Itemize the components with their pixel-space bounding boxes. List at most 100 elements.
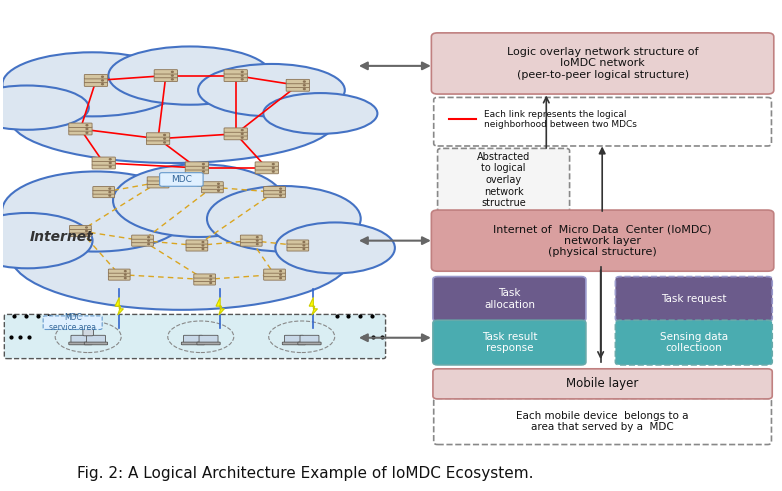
FancyBboxPatch shape xyxy=(185,162,209,166)
Circle shape xyxy=(272,167,274,168)
Text: MDC: MDC xyxy=(171,175,192,184)
Circle shape xyxy=(210,279,211,280)
Circle shape xyxy=(303,85,305,86)
FancyBboxPatch shape xyxy=(70,232,91,237)
FancyBboxPatch shape xyxy=(282,342,306,345)
Circle shape xyxy=(303,242,305,243)
Circle shape xyxy=(202,242,204,243)
Circle shape xyxy=(163,135,166,136)
Ellipse shape xyxy=(10,201,352,310)
Circle shape xyxy=(163,178,165,179)
FancyBboxPatch shape xyxy=(224,77,247,82)
FancyBboxPatch shape xyxy=(84,75,108,79)
FancyBboxPatch shape xyxy=(93,187,115,191)
FancyBboxPatch shape xyxy=(186,244,208,247)
Text: Fig. 2: A Logical Architecture Example of IoMDC Ecosystem.: Fig. 2: A Logical Architecture Example o… xyxy=(77,466,534,481)
Circle shape xyxy=(202,248,204,249)
Circle shape xyxy=(272,171,274,172)
Ellipse shape xyxy=(198,64,345,116)
Circle shape xyxy=(202,245,204,246)
Circle shape xyxy=(280,195,282,196)
FancyBboxPatch shape xyxy=(186,240,208,244)
Circle shape xyxy=(217,183,219,184)
FancyBboxPatch shape xyxy=(433,276,586,321)
Ellipse shape xyxy=(113,164,284,237)
Circle shape xyxy=(163,142,166,143)
Circle shape xyxy=(256,240,258,241)
FancyBboxPatch shape xyxy=(224,70,247,74)
FancyBboxPatch shape xyxy=(84,82,108,86)
FancyBboxPatch shape xyxy=(71,335,90,343)
FancyBboxPatch shape xyxy=(286,83,310,87)
Text: Each mobile device  belongs to a
area that served by a  MDC: Each mobile device belongs to a area tha… xyxy=(516,410,689,432)
FancyBboxPatch shape xyxy=(240,242,262,246)
FancyBboxPatch shape xyxy=(69,123,92,128)
FancyBboxPatch shape xyxy=(432,33,773,94)
FancyBboxPatch shape xyxy=(224,128,247,132)
FancyBboxPatch shape xyxy=(93,190,115,194)
FancyBboxPatch shape xyxy=(300,335,319,343)
FancyBboxPatch shape xyxy=(70,225,91,229)
FancyBboxPatch shape xyxy=(287,247,309,251)
Circle shape xyxy=(242,133,243,135)
FancyBboxPatch shape xyxy=(69,342,92,345)
Circle shape xyxy=(171,79,174,80)
FancyBboxPatch shape xyxy=(255,162,278,166)
FancyBboxPatch shape xyxy=(154,74,178,78)
Circle shape xyxy=(303,248,305,249)
FancyBboxPatch shape xyxy=(84,342,108,345)
Circle shape xyxy=(86,125,88,126)
FancyBboxPatch shape xyxy=(186,247,208,251)
Circle shape xyxy=(109,195,110,196)
Circle shape xyxy=(102,76,103,77)
Circle shape xyxy=(280,188,282,189)
FancyBboxPatch shape xyxy=(434,97,772,146)
FancyBboxPatch shape xyxy=(264,190,285,194)
Circle shape xyxy=(217,187,219,188)
Ellipse shape xyxy=(0,85,89,130)
FancyBboxPatch shape xyxy=(109,273,130,277)
FancyBboxPatch shape xyxy=(131,235,153,239)
FancyBboxPatch shape xyxy=(298,342,321,345)
Circle shape xyxy=(242,137,243,138)
Circle shape xyxy=(256,244,258,245)
FancyBboxPatch shape xyxy=(286,87,310,91)
FancyBboxPatch shape xyxy=(202,182,224,186)
FancyBboxPatch shape xyxy=(287,240,309,244)
Circle shape xyxy=(203,171,204,172)
FancyBboxPatch shape xyxy=(194,281,216,285)
Circle shape xyxy=(148,237,149,238)
Circle shape xyxy=(210,282,211,283)
Circle shape xyxy=(109,166,111,167)
Ellipse shape xyxy=(0,213,92,268)
FancyBboxPatch shape xyxy=(43,316,102,329)
Text: Logic overlay network structure of
IoMDC network
(peer-to-peer logical structure: Logic overlay network structure of IoMDC… xyxy=(507,47,698,80)
FancyBboxPatch shape xyxy=(255,165,278,170)
FancyBboxPatch shape xyxy=(147,180,169,185)
Circle shape xyxy=(86,234,88,235)
Text: Internet: Internet xyxy=(30,230,94,244)
FancyBboxPatch shape xyxy=(87,335,106,343)
FancyBboxPatch shape xyxy=(69,131,92,135)
Circle shape xyxy=(203,167,204,168)
Circle shape xyxy=(280,271,282,272)
Ellipse shape xyxy=(275,222,395,273)
FancyBboxPatch shape xyxy=(160,173,203,186)
FancyBboxPatch shape xyxy=(154,77,178,82)
FancyBboxPatch shape xyxy=(131,239,153,243)
Polygon shape xyxy=(216,298,224,315)
FancyBboxPatch shape xyxy=(615,320,773,365)
FancyBboxPatch shape xyxy=(264,187,285,191)
FancyBboxPatch shape xyxy=(285,335,303,343)
Circle shape xyxy=(163,138,166,139)
FancyBboxPatch shape xyxy=(202,189,224,193)
Circle shape xyxy=(163,182,165,183)
FancyBboxPatch shape xyxy=(146,136,170,141)
Circle shape xyxy=(124,274,126,275)
FancyBboxPatch shape xyxy=(131,242,153,246)
Circle shape xyxy=(109,188,110,189)
Circle shape xyxy=(171,75,174,76)
Circle shape xyxy=(109,159,111,160)
FancyBboxPatch shape xyxy=(5,314,386,358)
Circle shape xyxy=(86,129,88,130)
